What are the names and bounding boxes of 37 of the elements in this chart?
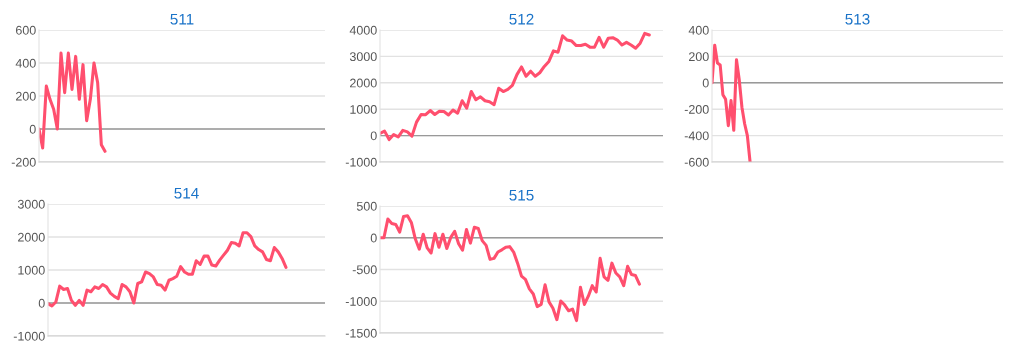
y-tick-label: 2000 bbox=[18, 232, 45, 242]
y-tick-label: -200 bbox=[11, 157, 36, 167]
y-tick-label: -500 bbox=[352, 265, 377, 275]
y-tick-label: -1000 bbox=[13, 331, 45, 341]
line-series bbox=[48, 231, 288, 308]
y-tick-label: 2000 bbox=[350, 78, 377, 88]
y-tick-label: 0 bbox=[370, 131, 377, 141]
y-tick-label: 0 bbox=[702, 78, 709, 88]
y-tick-label: -200 bbox=[684, 105, 709, 114]
y-tick-label: 400 bbox=[688, 25, 709, 35]
y-tick-label: -1500 bbox=[345, 328, 377, 338]
y-tick-label: -600 bbox=[684, 157, 709, 167]
y-tick-label: 200 bbox=[16, 91, 36, 101]
y-tick-label: -1000 bbox=[345, 297, 377, 306]
line-series bbox=[380, 31, 651, 142]
line-series bbox=[39, 51, 107, 153]
y-tick-label: 0 bbox=[38, 298, 45, 308]
chart-title: 511 bbox=[170, 13, 194, 25]
line-series bbox=[380, 214, 641, 323]
y-tick-label: 3000 bbox=[349, 52, 377, 62]
chart-title: 512 bbox=[509, 13, 534, 25]
y-tick-label: 4000 bbox=[349, 25, 377, 35]
y-tick-label: -400 bbox=[684, 131, 709, 141]
y-tick-label: 0 bbox=[370, 233, 377, 243]
y-tick-label: -1000 bbox=[345, 157, 377, 167]
y-tick-label: 600 bbox=[16, 25, 36, 35]
y-tick-label: 1000 bbox=[350, 105, 377, 114]
chart-title: 515 bbox=[509, 189, 534, 201]
y-tick-label: 3000 bbox=[17, 199, 45, 209]
chart-title: 514 bbox=[174, 187, 199, 199]
y-tick-label: 1000 bbox=[18, 265, 45, 275]
chart-title: 513 bbox=[845, 13, 870, 25]
y-tick-label: 0 bbox=[29, 124, 36, 134]
y-tick-label: 400 bbox=[15, 58, 36, 68]
line-series bbox=[712, 43, 752, 162]
y-tick-label: 200 bbox=[689, 52, 709, 62]
y-tick-label: 500 bbox=[356, 201, 377, 211]
